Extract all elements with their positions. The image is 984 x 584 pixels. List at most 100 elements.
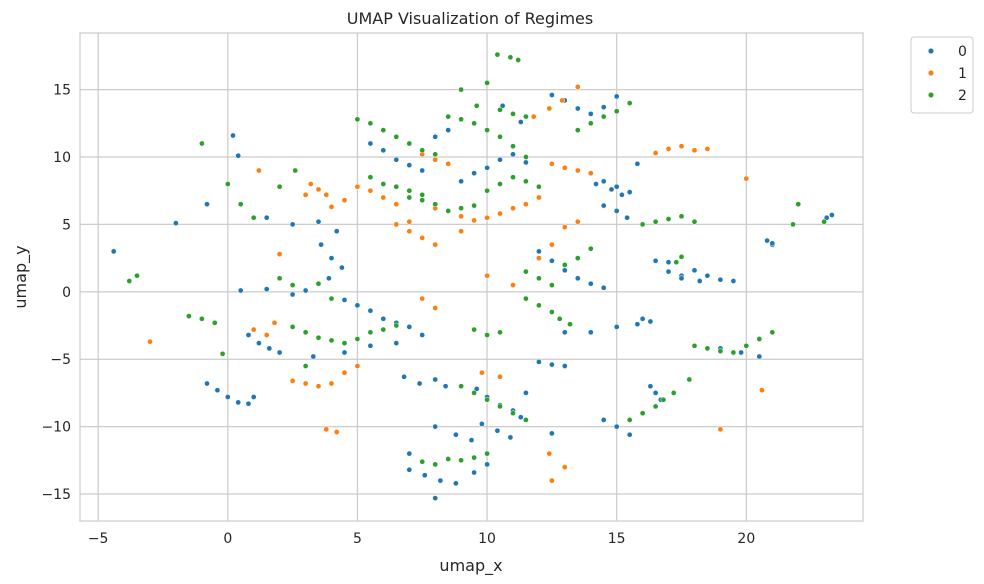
data-point [730,278,737,284]
data-point [393,322,400,329]
data-point [471,326,477,333]
data-point [341,369,348,376]
data-point [665,216,672,222]
data-point [536,183,542,190]
data-point [549,361,555,368]
data-point [549,477,555,484]
data-point [499,102,506,109]
data-point [497,106,503,113]
y-tick-label: −5 [50,352,71,368]
data-point [691,267,698,274]
data-point [561,262,568,268]
data-point [484,80,490,86]
data-point [769,240,776,247]
data-point [634,321,641,328]
data-point [523,201,529,208]
data-point [421,472,428,479]
data-point [199,140,205,147]
data-point [484,164,490,171]
data-point [479,369,485,376]
data-point [393,201,400,208]
data-point [549,160,555,167]
legend-marker [927,91,935,99]
data-point [204,380,210,387]
data-point [302,329,309,336]
data-point [328,337,335,344]
data-point [795,201,802,208]
data-point [510,205,516,212]
y-tick-labels: −15 −10 −5 0 5 10 15 [41,83,71,503]
data-point [600,202,607,209]
x-tick-label: 20 [737,531,755,547]
data-point [574,167,581,174]
data-point [406,450,413,457]
data-point [328,255,335,261]
data-point [678,213,685,220]
data-point [536,194,542,201]
data-point [276,275,283,282]
data-point [367,120,374,127]
x-tick-label: 0 [223,531,232,547]
data-point [484,127,490,133]
data-point [224,394,231,400]
data-point [647,383,654,390]
data-point [289,377,296,384]
data-point [230,132,236,139]
data-point [393,221,400,228]
data-point [515,57,522,63]
data-point [471,469,477,476]
data-point [717,426,724,433]
data-point [686,376,693,383]
data-point [432,461,439,468]
data-point [790,221,796,228]
data-point [458,116,464,123]
data-point [315,186,322,193]
data-point [730,349,737,356]
data-point [574,275,581,282]
data-point [468,437,475,443]
data-point [536,275,542,282]
data-point [523,159,529,166]
data-point [639,410,646,417]
data-point [432,201,439,208]
data-point [256,340,262,346]
data-point [587,245,594,252]
y-axis-label: umap_y [11,245,31,308]
data-point [484,272,490,279]
data-point [380,181,387,187]
data-point [458,205,464,212]
data-point [302,191,309,198]
data-point [419,191,426,198]
data-point [173,220,179,226]
data-point [406,466,413,473]
data-point [549,282,555,288]
data-point [546,105,553,112]
data-point [510,143,516,150]
data-point [406,162,413,168]
data-point [613,93,620,100]
data-point [341,297,348,303]
data-point [380,194,387,201]
data-point [289,282,296,288]
data-point [147,338,153,345]
data-point [367,140,374,147]
data-point [263,286,270,292]
data-point [660,396,667,403]
data-point [593,181,599,187]
data-point [561,267,568,274]
data-point [743,175,750,182]
data-point [458,86,464,93]
data-point [354,116,361,123]
data-point [652,257,659,264]
y-tick-label: −15 [41,487,71,503]
data-point [134,272,140,279]
data-point [484,396,490,403]
data-point [497,373,503,380]
data-point [432,241,439,248]
data-point [574,255,581,261]
data-point [652,403,659,410]
y-tick-label: 15 [53,83,71,99]
data-point [536,255,542,261]
data-point [587,280,594,287]
data-point [691,147,698,154]
